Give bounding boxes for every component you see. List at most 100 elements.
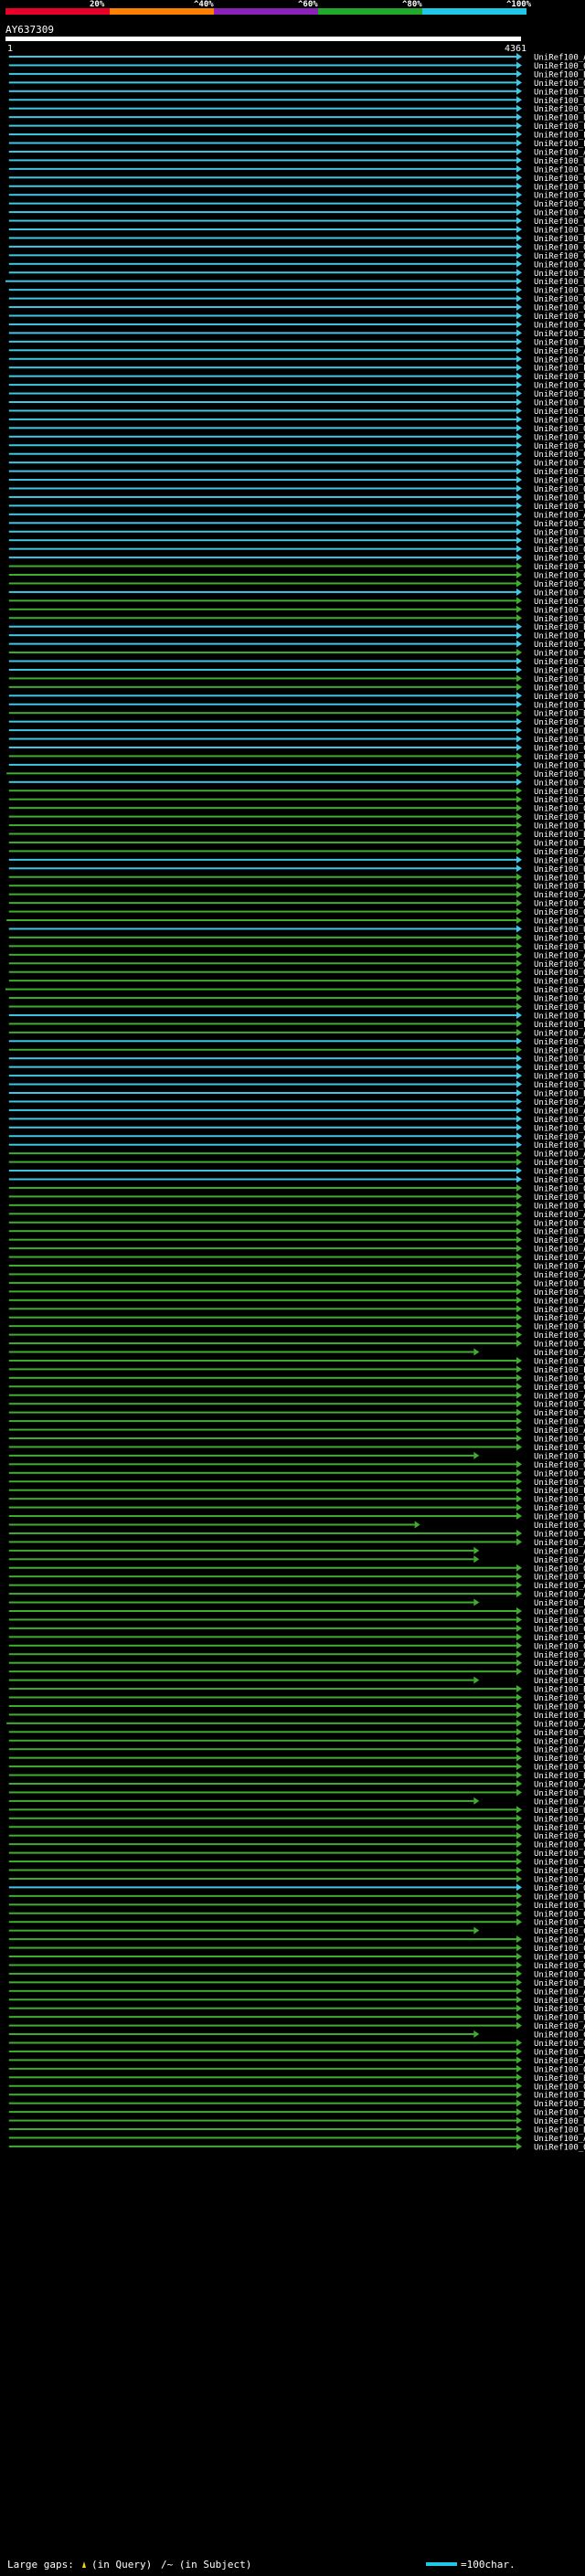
hit-label[interactable]: UniRef100_Q75C13 <box>534 1374 585 1383</box>
hit-label[interactable]: UniRef100_Q6X1M1 <box>534 598 585 607</box>
hit-bar[interactable] <box>8 1523 415 1526</box>
hit-bar[interactable] <box>8 384 516 387</box>
hit-bar[interactable] <box>8 902 516 905</box>
hit-bar[interactable] <box>8 747 516 748</box>
hit-bar[interactable] <box>8 1203 516 1206</box>
hit-bar[interactable] <box>5 988 516 991</box>
hit-bar[interactable] <box>8 1688 516 1691</box>
hit-label[interactable]: UniRef100_C1GPV3 <box>534 2048 585 2057</box>
hit-bar[interactable] <box>8 694 516 697</box>
hit-label[interactable]: UniRef100_B5S3G8 <box>534 165 585 175</box>
hit-label[interactable]: UniRef100_UP1000.. <box>534 416 585 425</box>
hit-label[interactable]: UniRef100_Q9VYN6 <box>534 485 585 494</box>
hit-label[interactable]: UniRef100_C6W5G0 <box>534 641 585 650</box>
hit-bar[interactable] <box>8 1731 516 1733</box>
hit-label[interactable]: UniRef100_A3KQ11 <box>534 1150 585 1160</box>
hit-bar[interactable] <box>8 763 516 766</box>
hit-bar[interactable] <box>8 1799 474 1802</box>
hit-label[interactable]: UniRef100_P12451 <box>534 122 585 132</box>
hit-bar[interactable] <box>8 1308 516 1310</box>
hit-bar[interactable] <box>8 1023 516 1025</box>
hit-bar[interactable] <box>8 1394 516 1396</box>
hit-label[interactable]: UniRef100_C0L227 <box>534 1436 585 1445</box>
hit-label[interactable]: UniRef100_C5KB00 <box>534 1832 585 1841</box>
hit-bar[interactable] <box>8 1195 516 1198</box>
hit-label[interactable]: UniRef100_B5DK39 <box>534 684 585 693</box>
hit-bar[interactable] <box>8 1644 516 1647</box>
hit-bar[interactable] <box>8 617 516 620</box>
hit-label[interactable]: UniRef100_C5Z2L3 <box>534 1859 585 1868</box>
hit-bar[interactable] <box>8 1351 474 1353</box>
hit-label[interactable]: UniRef100_C1MPX4 <box>534 1634 585 1643</box>
hit-label[interactable]: UniRef100_B6HAZ3 <box>534 1513 585 1522</box>
hit-label[interactable]: UniRef100_UP1000.. <box>534 97 585 106</box>
hit-bar[interactable] <box>8 660 516 663</box>
hit-bar[interactable] <box>8 1316 516 1319</box>
hit-label[interactable]: UniRef100_B8M2D4 <box>534 2100 585 2109</box>
hit-label[interactable]: UniRef100_B5SF41 <box>534 701 585 710</box>
hit-bar[interactable] <box>8 1238 516 1241</box>
hit-bar[interactable] <box>8 2059 516 2062</box>
hit-label[interactable]: UniRef100_C5WZW1 <box>534 753 585 762</box>
hit-label[interactable]: UniRef100_Q1SGD8 <box>534 1124 585 1133</box>
hit-bar[interactable] <box>8 1031 516 1034</box>
hit-label[interactable]: UniRef100_B4NTL2 <box>534 1090 585 1099</box>
hit-bar[interactable] <box>8 1126 516 1129</box>
hit-label[interactable]: UniRef100_A9P9I6 <box>534 1246 585 1255</box>
hit-label[interactable]: UniRef100_Q6BGU2 <box>534 2040 585 2049</box>
hit-label[interactable]: UniRef100_Q6GHY2 <box>534 606 585 615</box>
hit-label[interactable]: UniRef100_UP1000.. <box>534 1193 585 1203</box>
hit-bar[interactable] <box>8 841 516 843</box>
hit-label[interactable]: UniRef100_Q5YSY1 <box>534 260 585 270</box>
hit-bar[interactable] <box>8 2119 516 2122</box>
hit-bar[interactable] <box>8 314 516 317</box>
hit-bar[interactable] <box>8 64 516 67</box>
hit-bar[interactable] <box>8 729 516 732</box>
hit-label[interactable]: UniRef100_UP1000.. <box>534 1055 585 1065</box>
hit-bar[interactable] <box>6 1722 516 1724</box>
hit-label[interactable]: UniRef100_P47962 <box>534 632 585 641</box>
hit-label[interactable]: UniRef100_C1BF77 <box>534 321 585 330</box>
hit-bar[interactable] <box>8 185 516 187</box>
hit-label[interactable]: UniRef100_Q6CBR9 <box>534 1444 585 1453</box>
hit-bar[interactable] <box>8 513 516 515</box>
hit-label[interactable]: UniRef100_UP1000.. <box>534 943 585 952</box>
hit-label[interactable]: UniRef100_Q4G0N2 <box>534 1159 585 1168</box>
hit-label[interactable]: UniRef100_Q8WVQ2 <box>534 295 585 304</box>
hit-bar[interactable] <box>8 444 516 447</box>
hit-bar[interactable] <box>5 280 516 282</box>
hit-label[interactable]: UniRef100_C1BF17 <box>534 745 585 754</box>
hit-label[interactable]: UniRef100_Q4P5B9 <box>534 1651 585 1660</box>
hit-bar[interactable] <box>8 1092 516 1094</box>
hit-bar[interactable] <box>8 928 516 930</box>
hit-label[interactable]: UniRef100_B7UEB4 <box>534 666 585 675</box>
hit-label[interactable]: UniRef100_B9EPH7 <box>534 727 585 737</box>
hit-bar[interactable] <box>8 1981 516 1984</box>
hit-bar[interactable] <box>8 1956 516 1957</box>
hit-label[interactable]: UniRef100_UP1000.. <box>534 287 585 296</box>
hit-bar[interactable] <box>8 1411 516 1414</box>
hit-label[interactable]: UniRef100_A6QXW1 <box>534 2135 585 2144</box>
hit-label[interactable]: UniRef100_Q22608 <box>534 62 585 71</box>
hit-label[interactable]: UniRef100_B6JYH7 <box>534 1772 585 1781</box>
hit-bar[interactable] <box>8 99 516 101</box>
hit-bar[interactable] <box>6 772 516 775</box>
hit-bar[interactable] <box>8 652 516 654</box>
hit-bar[interactable] <box>8 167 516 170</box>
hit-label[interactable]: UniRef100_A9TSS7 <box>534 1263 585 1272</box>
hit-bar[interactable] <box>8 1627 516 1629</box>
hit-bar[interactable] <box>8 1108 516 1111</box>
hit-bar[interactable] <box>8 1221 516 1224</box>
hit-label[interactable]: UniRef100_A5E608 <box>534 1392 585 1401</box>
hit-bar[interactable] <box>8 262 516 265</box>
hit-label[interactable]: UniRef100_C1BMQ2 <box>534 693 585 702</box>
hit-label[interactable]: UniRef100_B9SFU0 <box>534 1003 585 1012</box>
hit-label[interactable]: UniRef100_A3W3C3 <box>534 148 585 157</box>
hit-label[interactable]: UniRef100_Q6EE83 <box>534 1219 585 1228</box>
hit-bar[interactable] <box>8 357 516 360</box>
hit-bar[interactable] <box>8 1886 516 1889</box>
hit-bar[interactable] <box>8 1342 516 1345</box>
hit-bar[interactable] <box>8 1783 516 1785</box>
hit-bar[interactable] <box>8 737 516 740</box>
hit-label[interactable]: UniRef100_A8UH44 <box>534 1306 585 1315</box>
